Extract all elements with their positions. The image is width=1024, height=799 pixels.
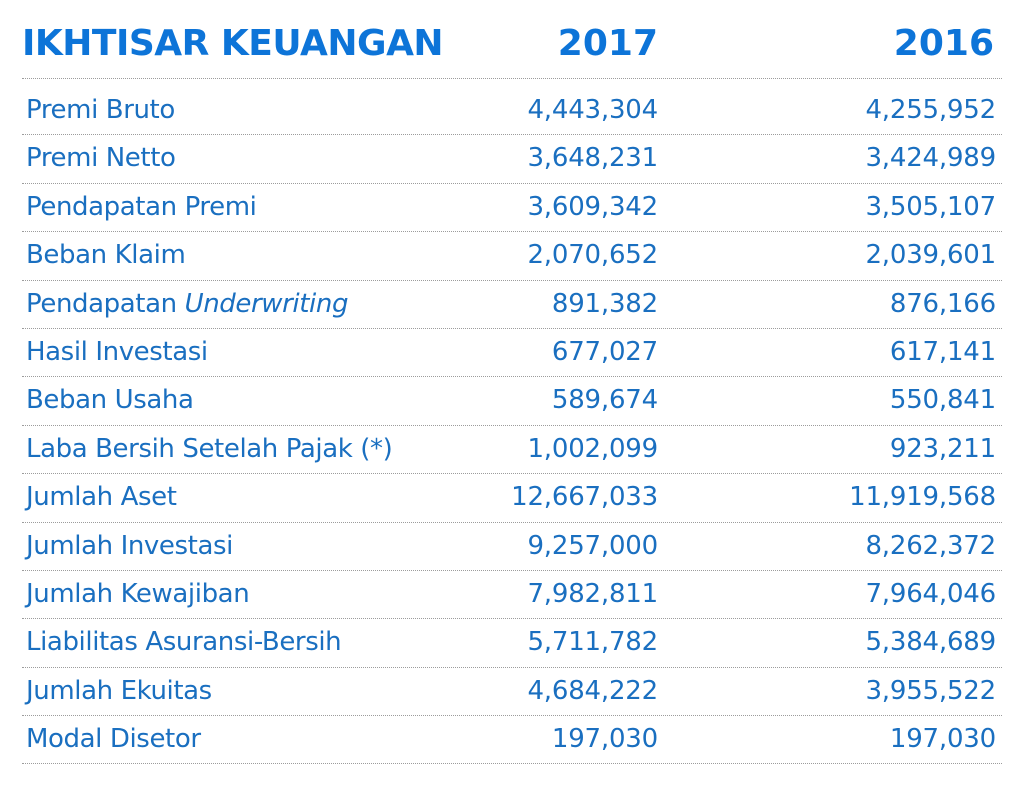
value-2016: 5,384,689: [865, 627, 996, 658]
table-row: Premi Bruto 4,443,304 4,255,952: [22, 87, 1002, 136]
row-label-text: Jumlah Investasi: [26, 530, 233, 561]
value-2016: 876,166: [889, 288, 996, 319]
row-label: Modal Disetor: [26, 724, 201, 754]
value-2016: 550,841: [889, 385, 996, 416]
value-2017: 891,382: [551, 288, 658, 319]
value-2016: 617,141: [889, 336, 996, 367]
table-row: Beban Klaim 2,070,652 2,039,601: [22, 232, 1002, 281]
row-label-text: Jumlah Kewajiban: [26, 578, 250, 609]
row-label: Jumlah Kewajiban: [26, 578, 250, 609]
value-2017: 5,711,782: [527, 627, 658, 658]
table-row: Laba Bersih Setelah Pajak (*) 1,002,099 92…: [22, 426, 1002, 475]
row-label-text: Modal Disetor: [26, 724, 201, 755]
table-row: Jumlah Ekuitas 4,684,222 3,955,522: [22, 668, 1002, 717]
row-label-text: Hasil Investasi: [26, 336, 208, 367]
row-label: Premi Netto: [26, 143, 176, 173]
value-2017: 9,257,000: [527, 530, 658, 561]
table-body: Premi Bruto 4,443,304 4,255,952 Premi Netto…: [22, 87, 1002, 765]
table-title: IKHTISAR KEUANGAN: [22, 23, 444, 64]
value-2016: 4,255,952: [865, 95, 996, 125]
value-2016: 7,964,046: [865, 578, 996, 609]
value-2016: 197,030: [889, 724, 996, 755]
value-2016: 11,919,568: [849, 482, 996, 513]
value-2017: 589,674: [551, 385, 658, 416]
table-row: Pendapatan Underwriting 891,382 876,166: [22, 281, 1002, 329]
financial-highlights-table: IKHTISAR KEUANGAN 2017 2016 Premi Bruto 4…: [22, 18, 1002, 765]
value-2016: 3,424,989: [865, 143, 996, 174]
table-row: Hasil Investasi 677,027 617,141: [22, 329, 1002, 378]
table-row: Premi Netto 3,648,231 3,424,989: [22, 135, 1002, 184]
row-label: Jumlah Aset: [26, 482, 177, 512]
row-label: Hasil Investasi: [26, 337, 208, 367]
value-2016: 3,955,522: [865, 675, 996, 706]
row-label-text: Jumlah Aset: [26, 482, 177, 513]
row-label-text: Liabilitas Asuransi-Bersih: [26, 627, 342, 658]
row-label-text: Beban Klaim: [26, 240, 186, 271]
value-2017: 3,609,342: [527, 191, 658, 222]
table-row: Liabilitas Asuransi-Bersih 5,711,782 5,384…: [22, 619, 1002, 668]
row-label-text: Pendapatan Premi: [26, 191, 257, 222]
value-2016: 8,262,372: [865, 530, 996, 561]
row-label: Beban Klaim: [26, 240, 186, 271]
row-label: Liabilitas Asuransi-Bersih: [26, 627, 342, 658]
table-header: IKHTISAR KEUANGAN 2017 2016: [22, 18, 1002, 79]
column-header-2017: 2017: [557, 23, 658, 64]
value-2017: 4,684,222: [527, 675, 658, 706]
value-2017: 7,982,811: [527, 578, 658, 609]
row-label-text: Laba Bersih Setelah Pajak (*): [26, 433, 393, 464]
row-label-text: Premi Bruto: [26, 95, 175, 125]
row-label: Pendapatan Underwriting: [26, 289, 348, 319]
row-label: Premi Bruto: [26, 95, 175, 125]
value-2016: 2,039,601: [865, 240, 996, 271]
value-2017: 677,027: [551, 336, 658, 367]
table-row: Jumlah Aset 12,667,033 11,919,568: [22, 474, 1002, 523]
value-2017: 1,002,099: [527, 433, 658, 464]
row-label: Jumlah Ekuitas: [26, 676, 212, 706]
row-label: Jumlah Investasi: [26, 531, 233, 561]
row-label: Laba Bersih Setelah Pajak (*): [26, 433, 393, 464]
row-label-text: Premi Netto: [26, 143, 176, 174]
table-row: Pendapatan Premi 3,609,342 3,505,107: [22, 184, 1002, 233]
column-header-2016: 2016: [893, 23, 994, 64]
value-2017: 12,667,033: [511, 482, 658, 513]
row-label-italic-text: Underwriting: [184, 288, 349, 319]
row-label: Beban Usaha: [26, 385, 194, 415]
table-row: Modal Disetor 197,030 197,030: [22, 716, 1002, 765]
value-2016: 923,211: [889, 433, 996, 464]
table-row: Beban Usaha 589,674 550,841: [22, 377, 1002, 426]
value-2017: 3,648,231: [527, 143, 658, 174]
row-label-text: Beban Usaha: [26, 385, 194, 416]
value-2017: 2,070,652: [527, 240, 658, 271]
row-label-text: Jumlah Ekuitas: [26, 675, 212, 706]
table-row: Jumlah Investasi 9,257,000 8,262,372: [22, 523, 1002, 571]
value-2017: 4,443,304: [527, 95, 658, 125]
row-label: Pendapatan Premi: [26, 191, 257, 222]
value-2016: 3,505,107: [865, 191, 996, 222]
table-row: Jumlah Kewajiban 7,982,811 7,964,046: [22, 571, 1002, 620]
value-2017: 197,030: [551, 724, 658, 755]
row-label-text: Pendapatan: [26, 288, 185, 319]
